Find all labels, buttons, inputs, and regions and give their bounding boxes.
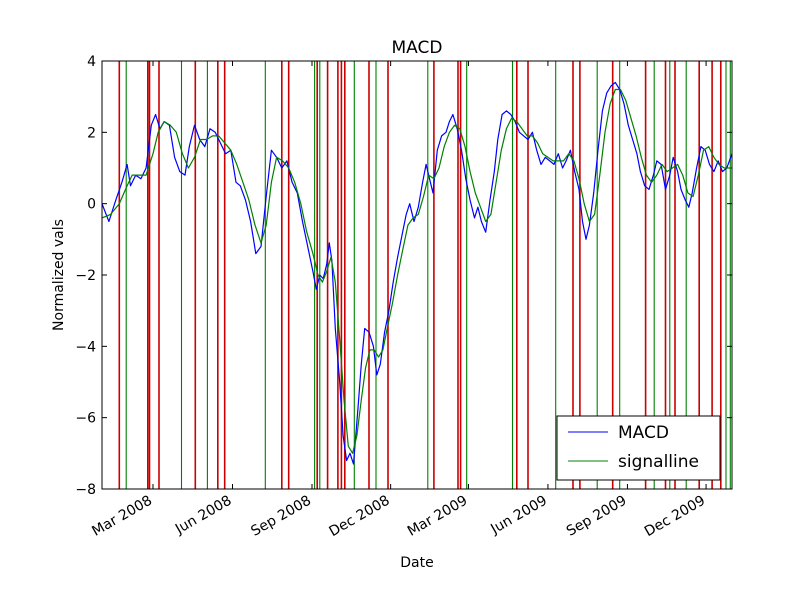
chart-title: MACD: [392, 38, 443, 58]
y-tick-label: −2: [75, 268, 96, 284]
legend-label-signalline: signalline: [618, 452, 699, 472]
y-tick-label: 2: [87, 125, 96, 141]
y-tick-label: 4: [87, 54, 96, 70]
y-tick-label: 0: [87, 197, 96, 213]
legend: MACD signalline: [556, 415, 721, 481]
y-tick-label: −8: [75, 482, 96, 498]
series-line-signalline: [102, 88, 732, 454]
legend-label-macd: MACD: [618, 423, 669, 443]
legend-box: [556, 415, 721, 481]
y-tick-label: −6: [75, 411, 96, 427]
y-axis: 4 2 0 −2 −4 −6 −8: [75, 54, 732, 498]
y-axis-title: Normalized vals: [51, 219, 67, 331]
y-tick-label: −4: [75, 339, 96, 355]
series-lines: [102, 81, 732, 465]
x-axis-title: Date: [400, 555, 433, 571]
series-line-macd: [102, 81, 732, 465]
